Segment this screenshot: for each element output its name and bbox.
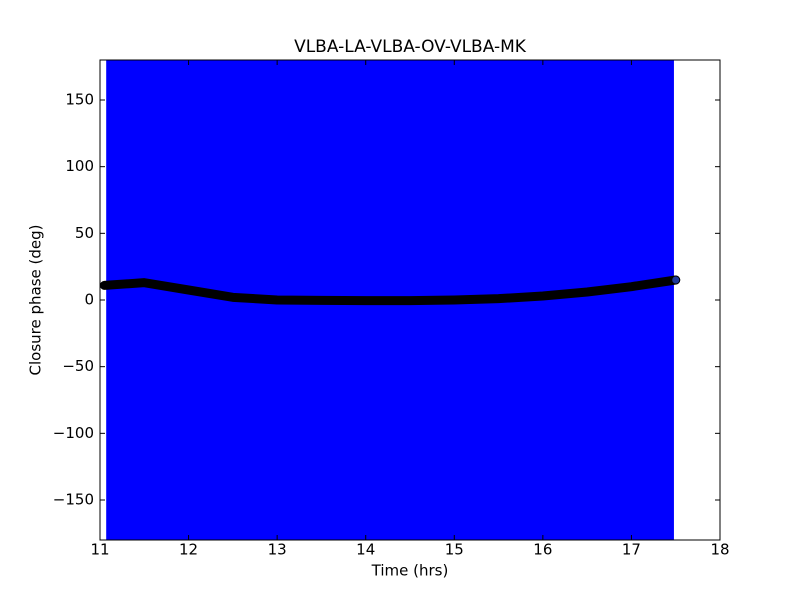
- x-tick-label: 11: [90, 541, 109, 559]
- y-tick-label: 0: [84, 291, 94, 309]
- x-tick-label: 13: [268, 541, 287, 559]
- y-tick-label: −100: [53, 424, 94, 442]
- x-tick-label: 14: [356, 541, 375, 559]
- y-tick-label: 100: [65, 157, 94, 175]
- x-tick-label: 16: [533, 541, 552, 559]
- end-marker: [671, 275, 681, 285]
- x-tick-label: 17: [622, 541, 641, 559]
- chart-title: VLBA-LA-VLBA-OV-VLBA-MK: [294, 37, 527, 57]
- x-tick-label: 18: [710, 541, 729, 559]
- y-axis-label: Closure phase (deg): [27, 225, 45, 376]
- x-axis-label: Time (hrs): [371, 562, 449, 580]
- x-tick-label: 15: [445, 541, 464, 559]
- y-tick-label: 150: [65, 91, 94, 109]
- y-tick-label: 50: [75, 224, 94, 242]
- x-tick-label: 12: [179, 541, 198, 559]
- y-tick-label: −150: [53, 491, 94, 509]
- data-line: [99, 275, 681, 306]
- y-tick-label: −50: [62, 357, 94, 375]
